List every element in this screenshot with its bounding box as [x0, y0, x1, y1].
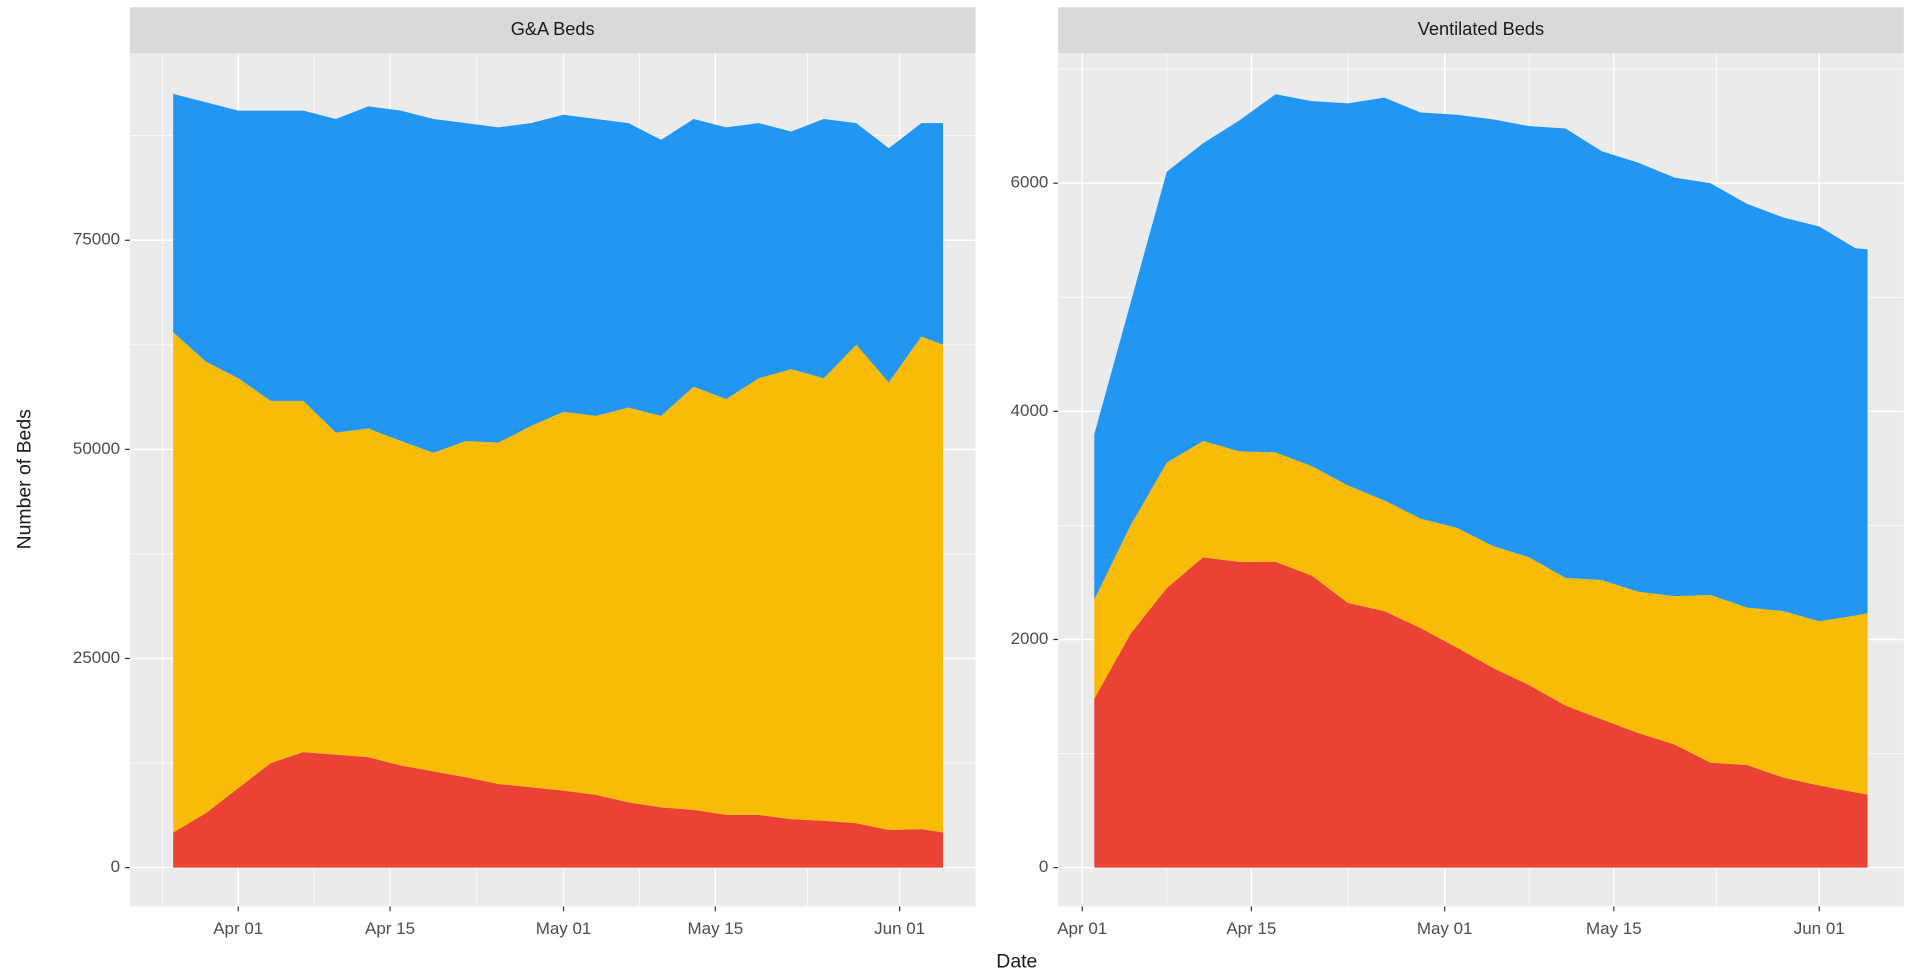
- x-tick-label: Jun 01: [874, 919, 925, 938]
- x-tick-label: May 15: [1586, 919, 1642, 938]
- x-tick-label: May 15: [687, 919, 743, 938]
- panel-title: Ventilated Beds: [1418, 19, 1544, 39]
- area: [173, 93, 944, 453]
- area: [173, 332, 944, 833]
- y-tick-label: 4000: [1011, 401, 1049, 420]
- x-tick-label: Apr 15: [1226, 919, 1276, 938]
- y-axis-title: Number of Beds: [14, 409, 36, 549]
- y-tick-label: 75000: [73, 230, 120, 249]
- area: [1094, 94, 1868, 622]
- y-tick-label: 6000: [1011, 173, 1049, 192]
- x-tick-label: May 01: [536, 919, 592, 938]
- y-tick-label: 0: [111, 857, 120, 876]
- x-tick-label: Apr 01: [1057, 919, 1107, 938]
- panel-title: G&A Beds: [511, 19, 595, 39]
- x-tick-label: Apr 15: [365, 919, 415, 938]
- area: [1094, 441, 1868, 795]
- strip: [1058, 7, 1904, 54]
- area: [1094, 557, 1868, 868]
- x-tick-label: Apr 01: [213, 919, 263, 938]
- y-tick-label: 2000: [1011, 629, 1049, 648]
- area: [173, 752, 944, 868]
- y-tick-label: 0: [1039, 857, 1048, 876]
- strip: [129, 7, 976, 54]
- y-tick-label: 25000: [73, 648, 120, 667]
- x-tick-label: May 01: [1417, 919, 1473, 938]
- x-tick-label: Jun 01: [1794, 919, 1845, 938]
- y-tick-label: 50000: [73, 439, 120, 458]
- x-axis-title: Date: [996, 950, 1037, 972]
